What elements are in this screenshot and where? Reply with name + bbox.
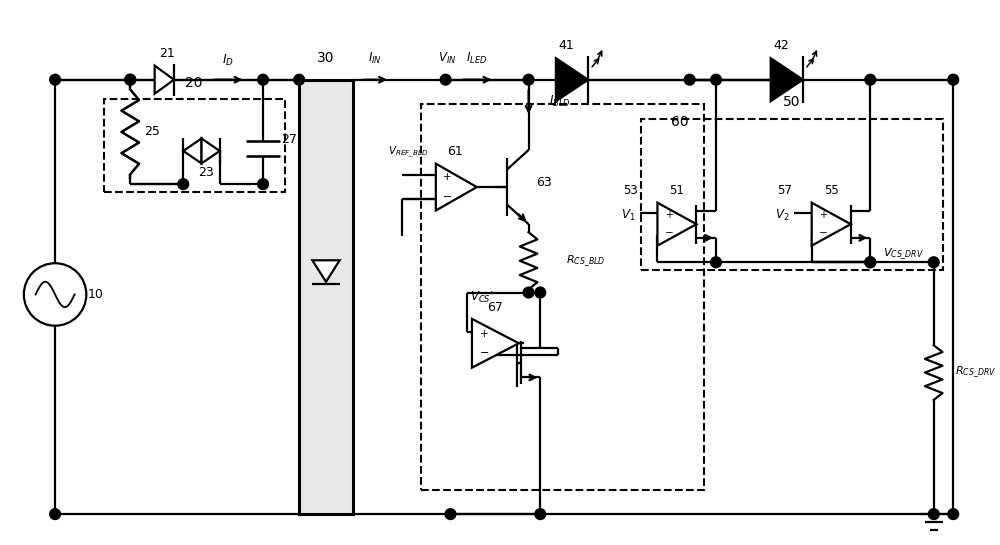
Circle shape <box>865 257 876 268</box>
Circle shape <box>294 74 305 85</box>
Text: 51: 51 <box>670 184 684 197</box>
Text: $I_{LED}$: $I_{LED}$ <box>466 51 487 66</box>
Text: $V_{CS\_DRV}$: $V_{CS\_DRV}$ <box>883 247 924 262</box>
Text: $V_2$: $V_2$ <box>775 208 790 223</box>
Text: 27: 27 <box>281 133 297 146</box>
Circle shape <box>440 74 451 85</box>
Text: 30: 30 <box>317 51 335 65</box>
Text: 60: 60 <box>671 114 689 129</box>
Circle shape <box>865 74 876 85</box>
Text: $I_{IN}$: $I_{IN}$ <box>368 51 382 66</box>
Text: 20: 20 <box>185 76 203 89</box>
Circle shape <box>928 508 939 519</box>
Polygon shape <box>472 319 519 368</box>
Text: 23: 23 <box>199 166 214 179</box>
Text: 55: 55 <box>824 184 839 197</box>
Text: $V_{IN}$: $V_{IN}$ <box>438 51 457 66</box>
Text: $I_{BLD}$: $I_{BLD}$ <box>549 94 571 108</box>
Bar <box>421 104 704 490</box>
Text: 67: 67 <box>487 301 503 314</box>
Polygon shape <box>312 261 340 282</box>
Bar <box>641 119 943 270</box>
Text: 41: 41 <box>559 39 575 52</box>
Text: 50: 50 <box>783 95 801 109</box>
Circle shape <box>178 179 189 190</box>
Circle shape <box>948 74 959 85</box>
Circle shape <box>711 74 721 85</box>
Text: +: + <box>665 210 673 220</box>
Text: 61: 61 <box>447 146 463 159</box>
Text: −: − <box>665 228 674 238</box>
Circle shape <box>125 74 136 85</box>
Circle shape <box>50 508 60 519</box>
Circle shape <box>948 508 959 519</box>
Circle shape <box>523 287 534 298</box>
Circle shape <box>258 74 268 85</box>
Polygon shape <box>812 203 851 246</box>
Text: $V_{REF\_BLD}$: $V_{REF\_BLD}$ <box>388 144 429 160</box>
Text: $R_{CS\_DRV}$: $R_{CS\_DRV}$ <box>955 365 996 380</box>
Text: 25: 25 <box>144 125 160 138</box>
Polygon shape <box>183 138 202 164</box>
Polygon shape <box>657 203 696 246</box>
Polygon shape <box>202 138 220 164</box>
Bar <box>104 99 285 192</box>
Circle shape <box>928 257 939 268</box>
Text: $R_{CS\_BLD}$: $R_{CS\_BLD}$ <box>566 253 605 269</box>
Circle shape <box>535 508 546 519</box>
Circle shape <box>535 287 546 298</box>
Text: $V_{CS}$': $V_{CS}$' <box>470 290 493 305</box>
Text: −: − <box>443 192 452 202</box>
Text: 53: 53 <box>623 184 637 197</box>
Polygon shape <box>436 164 477 210</box>
Circle shape <box>523 74 534 85</box>
Bar <box>299 80 353 514</box>
Text: 42: 42 <box>774 39 789 52</box>
Text: 57: 57 <box>777 184 792 197</box>
Text: −: − <box>819 228 828 238</box>
Text: 10: 10 <box>88 288 104 301</box>
Text: 21: 21 <box>159 47 175 60</box>
Text: +: + <box>480 329 489 338</box>
Polygon shape <box>155 65 174 94</box>
Circle shape <box>684 74 695 85</box>
Circle shape <box>445 508 456 519</box>
Polygon shape <box>771 58 803 101</box>
Text: $I_D$: $I_D$ <box>222 53 234 68</box>
Circle shape <box>865 257 876 268</box>
Circle shape <box>711 257 721 268</box>
Text: $V_1$: $V_1$ <box>621 208 635 223</box>
Polygon shape <box>556 58 588 101</box>
Circle shape <box>50 74 60 85</box>
Circle shape <box>125 74 136 85</box>
Text: −: − <box>480 348 489 358</box>
Text: 63: 63 <box>536 175 552 189</box>
Text: +: + <box>443 172 452 183</box>
Text: +: + <box>819 210 827 220</box>
Circle shape <box>258 179 268 190</box>
